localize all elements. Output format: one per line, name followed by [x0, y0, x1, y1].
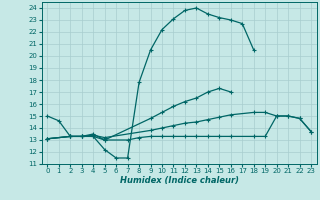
X-axis label: Humidex (Indice chaleur): Humidex (Indice chaleur): [120, 176, 239, 185]
